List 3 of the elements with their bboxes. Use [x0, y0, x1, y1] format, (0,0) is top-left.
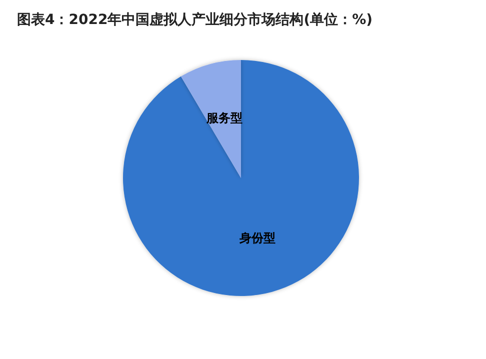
chart-title: 图表4：2022年中国虚拟人产业细分市场结构(单位：%) [17, 11, 373, 28]
slice-label: 服务型 [206, 111, 243, 126]
slice-label: 身份型 [238, 230, 276, 245]
